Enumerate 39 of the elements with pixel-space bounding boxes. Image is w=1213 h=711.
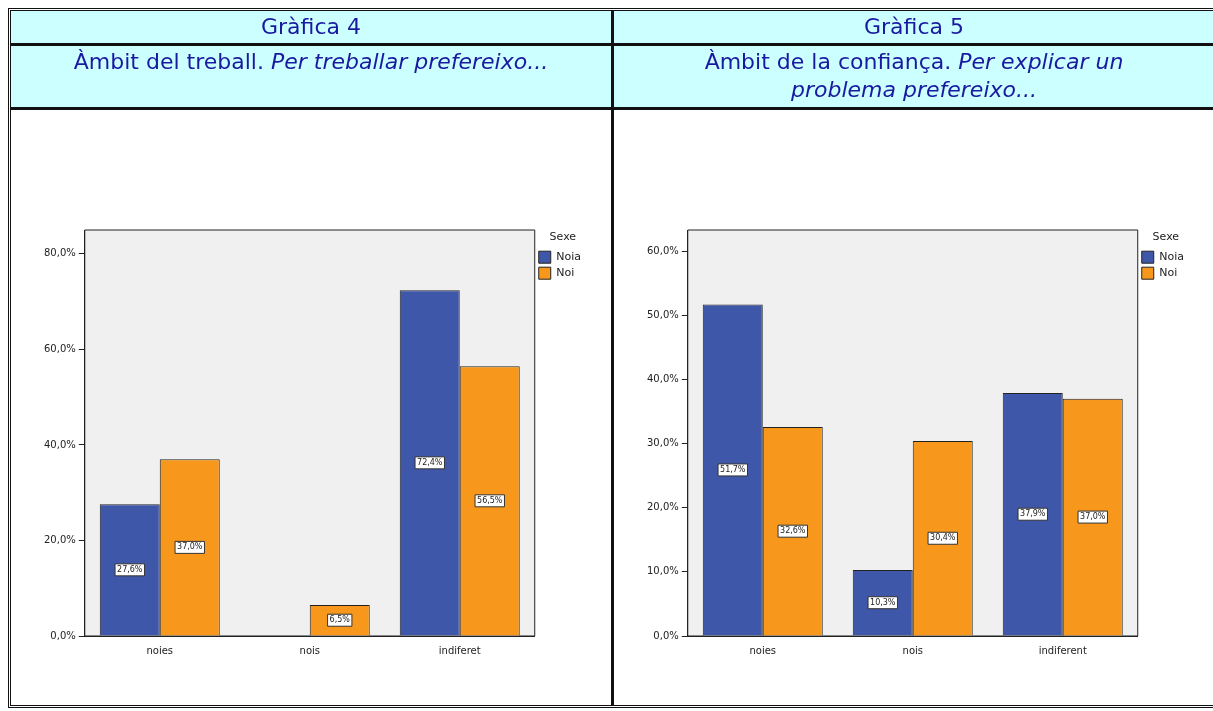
data-label: 37,0% [177, 542, 203, 552]
y-tick-label: 60,0% [43, 343, 76, 355]
y-tick-label: 0,0% [50, 629, 76, 641]
x-tick-label: indiferent [1038, 644, 1087, 656]
y-tick-label: 40,0% [43, 438, 76, 450]
legend-title: Sexe [1152, 230, 1180, 244]
y-tick-label: 10,0% [646, 565, 679, 577]
data-label: 27,6% [117, 564, 143, 574]
chart-title: Gràfica 4 [11, 11, 611, 46]
legend-label: Noi [1159, 266, 1178, 280]
data-label: 37,0% [1080, 512, 1106, 522]
data-label: 30,4% [930, 533, 956, 543]
x-tick-label: nois [902, 644, 923, 656]
data-label: 72,4% [417, 457, 443, 467]
chart-subtitle: Àmbit del treball. Per treballar prefereixo... [73, 49, 549, 74]
y-tick-label: 40,0% [646, 373, 679, 385]
y-tick-label: 0,0% [653, 629, 679, 641]
x-tick-label: indiferet [438, 644, 481, 656]
legend-label: Noia [556, 250, 582, 264]
y-tick-label: 60,0% [646, 244, 679, 256]
y-tick-label: 20,0% [43, 534, 76, 546]
y-tick-label: 80,0% [43, 247, 76, 259]
x-tick-label: noies [146, 644, 174, 656]
y-tick-label: 50,0% [646, 308, 679, 320]
legend-title: Sexe [549, 230, 577, 244]
data-label: 10,3% [870, 597, 896, 607]
legend-label: Noi [556, 266, 575, 280]
chart-title: Gràfica 5 [614, 11, 1213, 46]
y-tick-label: 20,0% [646, 501, 679, 513]
chart-subtitle: Àmbit de la confiança. Per explicar un problema prefereixo... [704, 49, 1124, 102]
legend-label: Noia [1159, 250, 1185, 264]
data-label: 32,6% [780, 526, 806, 536]
x-tick-label: nois [299, 644, 320, 656]
data-label: 37,9% [1020, 509, 1046, 519]
data-label: 51,7% [720, 465, 746, 475]
data-label: 6,5% [329, 615, 351, 625]
data-label: 56,5% [477, 495, 503, 505]
y-tick-label: 30,0% [646, 437, 679, 449]
x-tick-label: noies [749, 644, 777, 656]
